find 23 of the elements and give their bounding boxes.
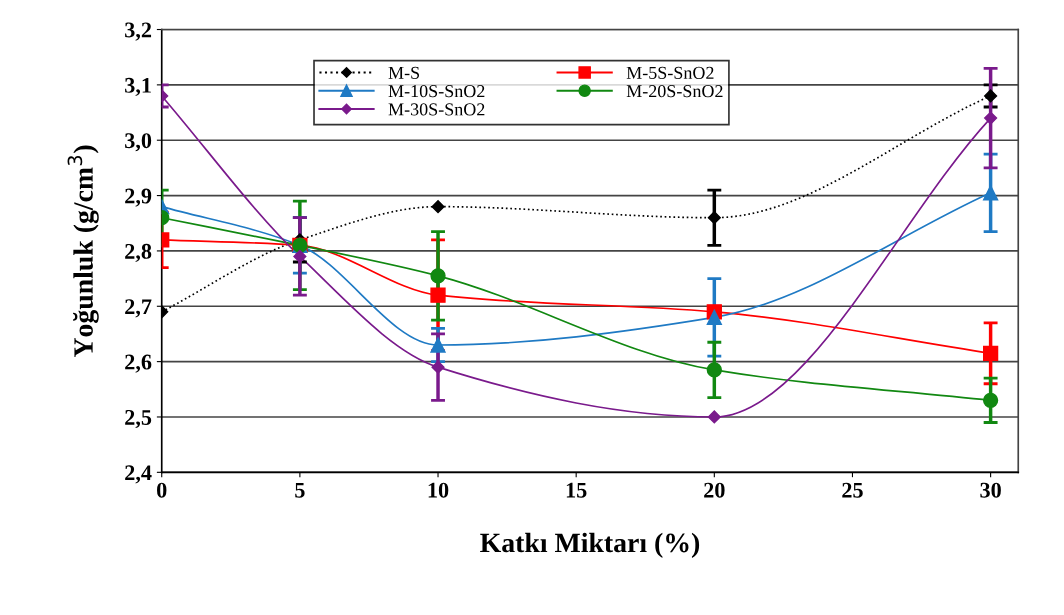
x-tick-label: 25	[842, 482, 863, 498]
y-tick-label: 3,0	[125, 133, 152, 152]
legend-label: M-10S-SnO2	[388, 85, 485, 98]
y-tick-label: 2,4	[125, 465, 152, 484]
y-tick-label: 2,8	[125, 243, 152, 263]
x-axis-title: Katkı Miktarı (%)	[480, 532, 700, 558]
y-tick-label: 2,7	[125, 299, 152, 318]
x-tick-label: 20	[704, 482, 725, 498]
y-tick-label: 2,6	[125, 354, 152, 373]
y-tick-label: 3,1	[125, 77, 151, 97]
y-tick-label: 2,9	[125, 188, 152, 207]
legend-label: M-30S-SnO2	[388, 103, 485, 116]
y-axis-title: Yoğunluk (g/cm$^{3}$)	[67, 145, 99, 358]
x-tick-label: 10	[428, 482, 449, 498]
legend-label: M-20S-SnO2	[626, 85, 723, 98]
x-tick-label: 15	[566, 482, 587, 498]
legend-label: M-S	[388, 66, 420, 79]
x-tick-label: 5	[295, 482, 305, 498]
y-tick-label: 2,5	[125, 409, 152, 429]
y-tick-label: 3,2	[125, 22, 152, 41]
x-tick-label: 0	[157, 482, 167, 498]
legend-label: M-5S-SnO2	[626, 66, 714, 79]
x-tick-label: 30	[980, 482, 1001, 498]
